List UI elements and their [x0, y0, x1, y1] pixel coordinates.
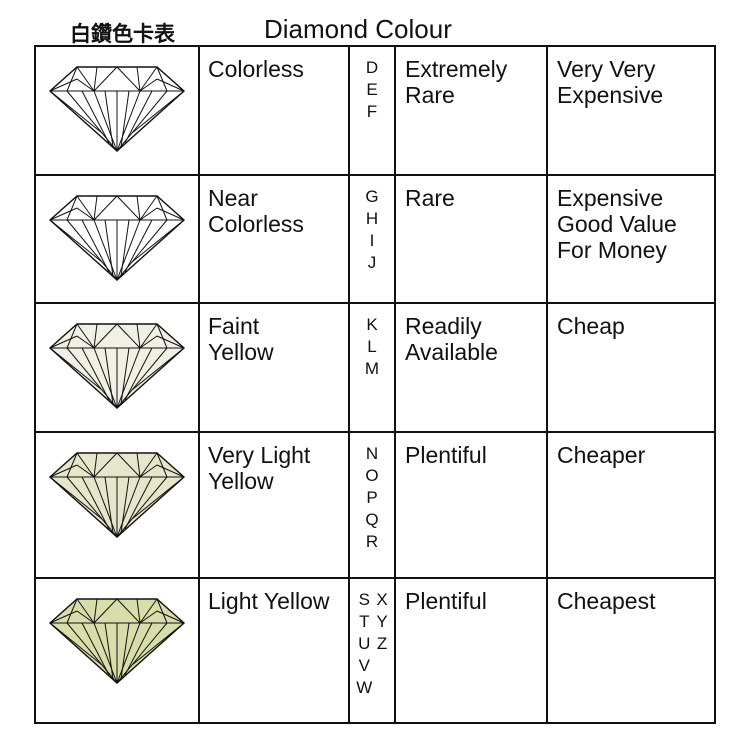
diamond-cell	[34, 45, 200, 176]
diamond-cell	[34, 173, 200, 305]
price-text: Very Very Expensive	[557, 56, 664, 108]
price-text: Expensive Good Value For Money	[557, 184, 677, 263]
grade-letter: W	[356, 677, 373, 697]
availability-text: Plentiful	[405, 442, 487, 469]
availability-text: Extremely Rare	[405, 56, 508, 108]
diamond-colour-table: Colorless D E F Extremely Rare Very Very Expe…	[34, 45, 716, 725]
availability-cell: Rare	[394, 173, 548, 305]
grade-letter: U	[358, 633, 371, 653]
colour-description-cell: Faint Yellow	[198, 302, 350, 434]
price-cell: Cheaper	[546, 431, 716, 579]
grade-letter: P	[366, 488, 378, 508]
table-row: Near Colorless G H I J Rare Expensive Good Val…	[34, 173, 716, 305]
grade-letter: N	[365, 444, 379, 464]
grade-letter: M	[364, 359, 380, 379]
table-row: Faint Yellow K L M Readily Available Cheap	[34, 302, 716, 434]
diamond-cell	[34, 576, 200, 725]
grade-letter: O	[365, 466, 379, 486]
colour-description-cell: Very Light Yellow	[198, 431, 350, 579]
grade-letter: I	[369, 230, 375, 250]
grade-letter: R	[365, 532, 379, 552]
colour-description: Very Light Yellow	[208, 442, 311, 495]
grade-letter: S	[358, 589, 370, 609]
grade-letter: D	[365, 58, 379, 77]
diamond-cell	[34, 302, 200, 434]
colour-description-cell: Near Colorless	[198, 173, 350, 305]
grade-letter: T	[359, 611, 370, 631]
colour-description: Colorless	[208, 56, 304, 82]
grade-letter: X	[376, 589, 388, 609]
price-cell: Expensive Good Value For Money	[546, 173, 716, 305]
diamond-cell	[34, 431, 200, 579]
table-row: Colorless D E F Extremely Rare Very Very Expe…	[34, 45, 716, 176]
grade-letter: Q	[365, 510, 379, 530]
availability-cell: Plentiful	[394, 431, 548, 579]
diamond-icon	[48, 597, 186, 684]
colour-description-cell: Colorless	[198, 45, 350, 176]
colour-description: Near Colorless	[208, 184, 304, 237]
page-title: Diamond Colour	[264, 14, 452, 44]
price-cell: Very Very Expensive	[546, 45, 716, 176]
availability-cell: Readily Available	[394, 302, 548, 434]
colour-description: Light Yellow	[208, 587, 330, 614]
grade-letter: G	[365, 186, 379, 206]
diamond-icon	[48, 195, 186, 281]
diamond-icon	[48, 323, 186, 410]
table-row: Very Light Yellow N O P Q R Plentiful Cheaper	[34, 431, 716, 579]
diamond-icon	[48, 66, 186, 152]
chinese-title: 白鑽色卡表	[70, 22, 175, 46]
grade-letter: J	[367, 252, 377, 272]
availability-text: Plentiful	[405, 587, 487, 614]
table-row: Light Yellow S T U V W X Y Z Plentiful Cheapest	[34, 576, 716, 725]
grade-letter: Y	[376, 611, 388, 631]
grade-letter: Z	[376, 633, 388, 653]
price-text: Cheaper	[557, 442, 646, 469]
grade-letter: L	[367, 337, 377, 357]
price-text: Cheap	[557, 313, 625, 340]
availability-cell: Plentiful	[394, 576, 548, 725]
availability-text: Rare	[405, 184, 455, 211]
grade-letter: H	[365, 208, 379, 228]
price-cell: Cheapest	[546, 576, 716, 725]
grade-letter: K	[366, 315, 378, 335]
availability-text: Readily Available	[405, 313, 498, 366]
grade-letter: V	[358, 655, 370, 675]
price-text: Cheapest	[557, 587, 656, 614]
colour-description: Faint Yellow	[208, 313, 274, 366]
price-cell: Cheap	[546, 302, 716, 434]
availability-cell: Extremely Rare	[394, 45, 548, 176]
diamond-icon	[48, 452, 186, 539]
colour-description-cell: Light Yellow	[198, 576, 350, 725]
grade-letter: F	[366, 102, 378, 121]
grade-letter: E	[366, 80, 378, 99]
